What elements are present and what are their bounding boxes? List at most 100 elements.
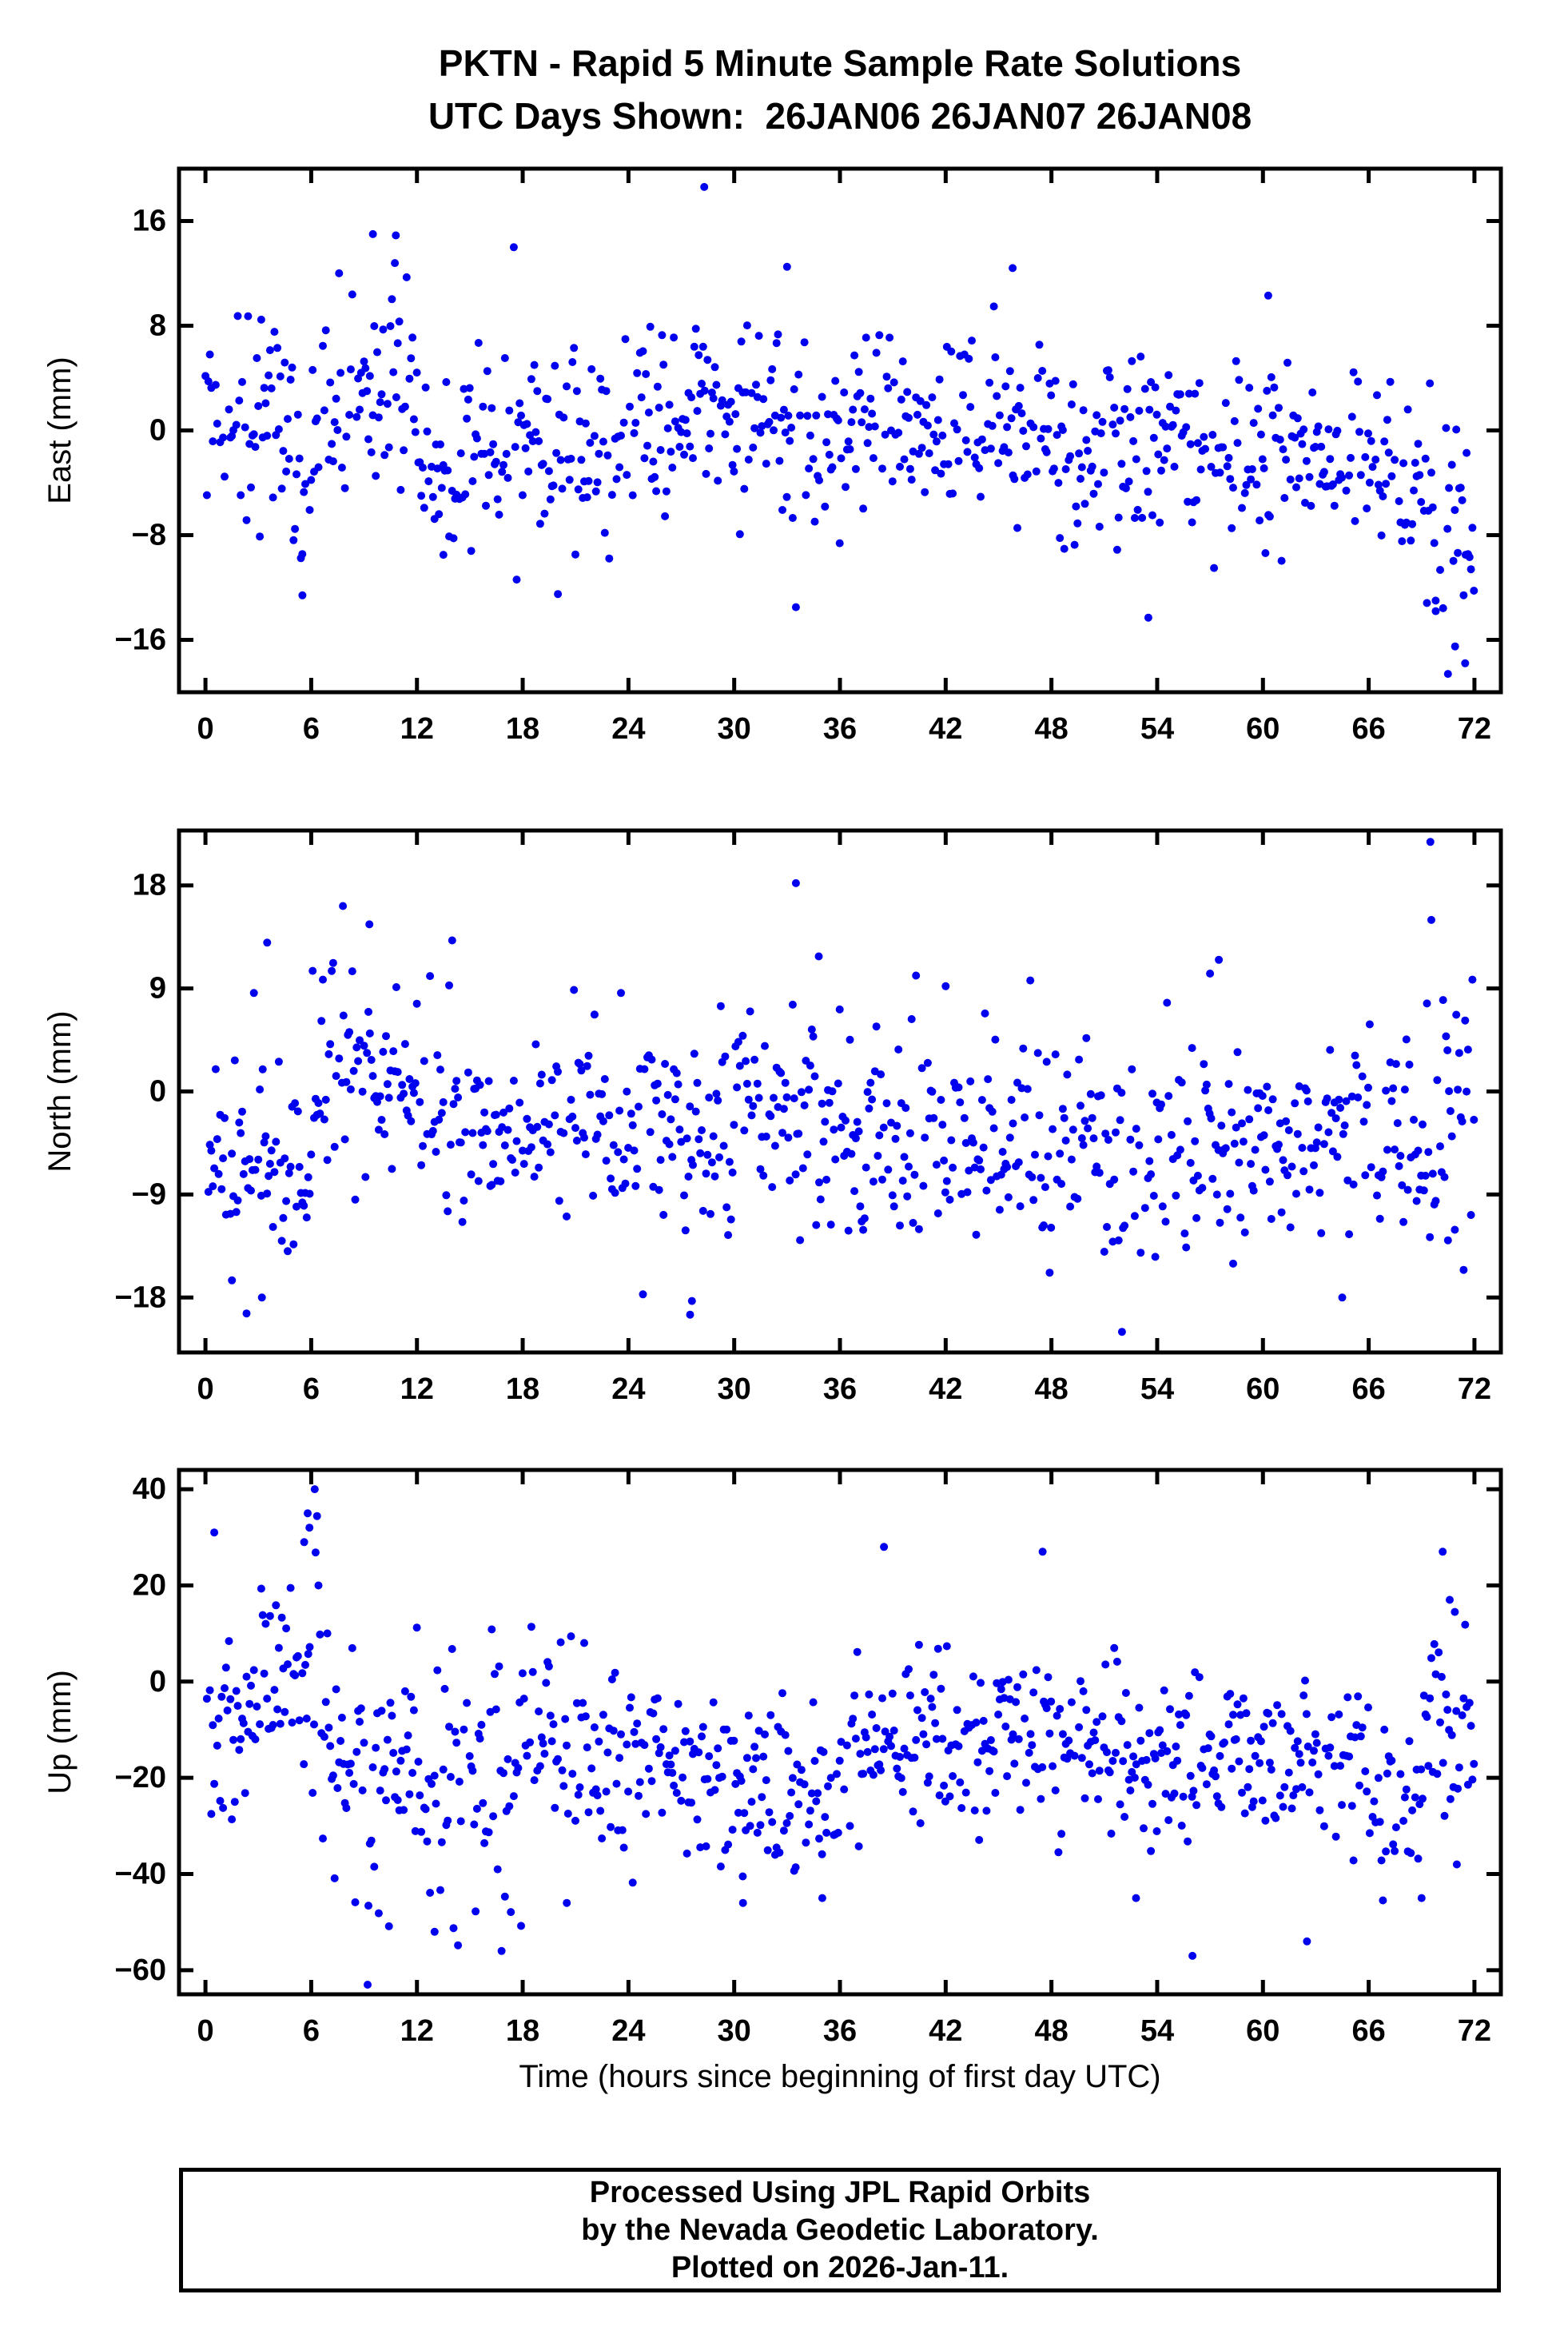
data-point [1447, 1731, 1456, 1739]
data-point [1126, 1135, 1135, 1144]
data-point [535, 1163, 543, 1172]
data-point [718, 1772, 726, 1781]
data-point [882, 372, 891, 381]
data-point [777, 413, 786, 422]
data-point [719, 1141, 728, 1150]
data-point [249, 1666, 258, 1675]
data-point [233, 1196, 242, 1205]
data-point [1399, 1817, 1408, 1825]
data-point [1016, 384, 1025, 392]
data-point [712, 380, 721, 389]
data-point [681, 416, 690, 424]
data-point [1383, 1769, 1391, 1778]
data-point [626, 1703, 634, 1712]
data-point [337, 464, 346, 472]
data-point [356, 405, 364, 414]
data-point [407, 1117, 416, 1125]
data-point [1144, 1780, 1152, 1789]
data-point [530, 360, 539, 369]
data-point [1461, 1016, 1470, 1025]
y-tick-label: −9 [132, 1177, 166, 1211]
data-point [1410, 486, 1418, 495]
data-point [417, 492, 426, 500]
data-point [788, 514, 797, 522]
data-point [740, 1126, 749, 1135]
data-point [1284, 1126, 1293, 1134]
data-point [579, 1699, 587, 1707]
data-point [535, 1762, 544, 1770]
data-point [1080, 1794, 1089, 1802]
data-point [581, 1150, 590, 1159]
data-point [1073, 1194, 1082, 1203]
data-point [1468, 524, 1477, 532]
data-point [932, 437, 941, 446]
data-point [1095, 1169, 1104, 1177]
data-point [693, 1815, 702, 1824]
data-point [320, 1115, 328, 1124]
data-point [1414, 440, 1423, 448]
data-point [977, 1096, 986, 1105]
data-point [237, 491, 245, 500]
data-point [256, 532, 265, 541]
data-point [284, 415, 292, 424]
data-point [691, 1107, 700, 1116]
data-point [444, 1816, 452, 1825]
data-point [1345, 1230, 1354, 1239]
data-point [802, 1838, 810, 1847]
data-point [232, 420, 241, 429]
data-point [549, 481, 558, 490]
data-point [226, 1695, 235, 1703]
data-point [796, 1236, 805, 1245]
data-point [365, 372, 374, 380]
data-point [633, 1719, 642, 1728]
data-point [850, 351, 859, 360]
data-point [1315, 1806, 1324, 1814]
data-point [421, 1805, 430, 1814]
data-point [437, 1838, 446, 1846]
data-point [1426, 1233, 1435, 1241]
data-point [710, 1786, 719, 1794]
data-point [273, 1705, 282, 1714]
data-point [480, 1108, 489, 1117]
data-point [1226, 1690, 1235, 1699]
data-point [653, 1694, 662, 1703]
data-point [851, 1134, 860, 1143]
data-point [1312, 1739, 1321, 1747]
data-point [361, 364, 370, 372]
data-point [1292, 1189, 1300, 1198]
data-point [411, 428, 420, 436]
data-point [860, 405, 869, 414]
data-point [342, 432, 351, 441]
data-point [345, 1028, 354, 1037]
data-point [256, 1720, 265, 1729]
data-point [254, 1155, 263, 1164]
data-point [1156, 518, 1164, 527]
data-point [1236, 1213, 1245, 1222]
data-point [781, 428, 790, 437]
data-point [345, 1769, 354, 1777]
data-point [975, 464, 984, 472]
data-point [1452, 1707, 1461, 1715]
data-point [621, 335, 630, 344]
data-point [263, 1189, 272, 1198]
data-point [947, 347, 956, 356]
data-point [859, 1225, 868, 1234]
data-point [901, 1104, 910, 1113]
data-point [1188, 1044, 1196, 1053]
data-point [421, 383, 430, 392]
data-point [489, 440, 498, 448]
data-point [600, 1075, 609, 1083]
data-point [284, 1247, 292, 1256]
data-point [251, 1165, 260, 1174]
data-point [437, 1109, 446, 1117]
data-point [282, 1624, 291, 1633]
data-point [1005, 367, 1014, 376]
data-point [518, 1146, 527, 1155]
data-point [1339, 1129, 1347, 1138]
data-point [1445, 1087, 1454, 1096]
data-point [288, 1719, 296, 1727]
data-point [667, 1760, 675, 1769]
data-point [1367, 436, 1375, 445]
data-point [1361, 1171, 1370, 1180]
data-point [1145, 1729, 1154, 1738]
